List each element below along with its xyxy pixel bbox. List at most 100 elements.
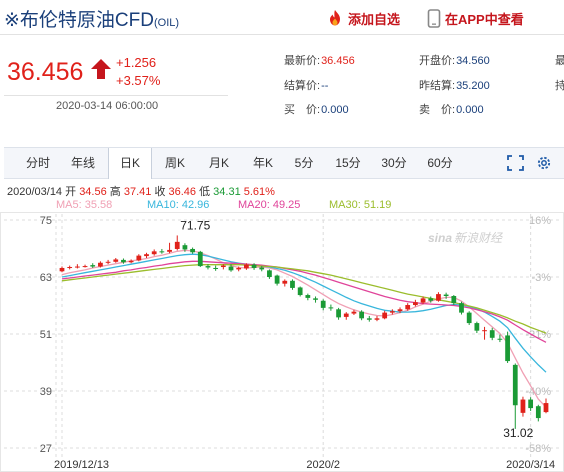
candle-body [459,303,464,313]
candle-body [474,323,480,331]
candle-body [282,280,288,284]
ma10-line [61,253,547,373]
instrument-code: (OIL) [153,17,180,29]
tab-daily-k[interactable]: 日K [108,148,152,179]
quote-cut-1: 最 [555,55,564,67]
candle-body [428,298,434,301]
quote-latest-label: 最新价: [284,55,321,67]
add-favorite-label: 添加自选 [348,11,401,27]
candle-body [466,312,472,324]
y-right-tick-label: 16% [529,215,551,227]
y-tick-label: 27 [40,443,52,455]
candle-body [167,249,172,252]
chart-frame [0,212,564,472]
y-right-tick-label: -40% [525,386,551,398]
candle-body [313,298,318,300]
candle-body [59,267,65,272]
tab-time-share[interactable]: 分时 [25,156,50,170]
candle-body [220,265,226,268]
candle-body [267,270,272,277]
candle-body [82,266,88,268]
quote-latest-value: 36.456 [321,55,355,67]
settings-icon[interactable] [536,155,552,171]
quote-bid: 买 价:0.000 [284,101,349,117]
x-tick-label: 2020/2 [306,459,340,471]
ma5-legend: MA5: 35.58 [56,199,113,211]
candle-body [451,296,457,304]
watermark: 新浪财经 [454,231,504,245]
candle-body [251,264,257,268]
quote-settle-value: -- [321,80,329,92]
quote-open: 开盘价:34.560 [419,52,490,68]
candle-body [482,330,487,332]
quote-prev-settle-label: 昨结算: [419,80,456,92]
instrument-name: ※布伦特原油CFD [4,10,154,31]
change-percent: +3.57% [116,73,161,88]
view-in-app-button[interactable]: 在APP中查看 [427,8,524,28]
candle-body [259,267,265,270]
candle-body [535,406,541,419]
candle-body [420,298,426,303]
candle-body [243,264,249,269]
min-price-label: 31.02 [503,426,533,440]
ma30-line [61,264,547,334]
ma5-line [61,249,547,408]
tab-60min[interactable]: 60分 [427,156,453,170]
quote-cut-2: 持 [555,80,564,92]
info-high-label: 高 [109,186,121,198]
kline-svg: 75 16%63 -3%51 -21%39 -40%27 -58%新浪财经sina71.7… [0,212,564,472]
view-in-app-label: 在APP中查看 [445,11,524,27]
kline-chart[interactable]: 75 16% 63 -3% 51 -21% 39 -40% 27 -58% 新浪财经 sina 71.7… [0,212,564,472]
candle-body [236,267,242,270]
candle-body [205,266,211,268]
quote-ask-value: 0.000 [456,104,484,116]
tab-year-line[interactable]: 年线 [70,156,95,170]
candle-body [144,254,149,257]
y-tick-label: 63 [40,272,52,284]
tab-yearly-k[interactable]: 年K [252,156,273,170]
candle-body [489,330,495,338]
candle-body [328,307,334,309]
tab-monthly-k[interactable]: 月K [208,156,229,170]
quote-bid-value: 0.000 [321,104,349,116]
candle-body [443,294,449,296]
quote-open-value: 34.560 [456,55,490,67]
candle-body [359,311,365,319]
quote-latest: 最新价:36.456 [284,52,355,68]
candle-body [105,261,111,263]
candle-body [90,265,96,267]
max-price-label: 71.75 [180,218,210,232]
tab-30min[interactable]: 30分 [381,156,407,170]
candle-body [343,313,349,317]
quote-prev-settle-value: 35.200 [456,80,490,92]
candle-body [197,251,203,267]
info-pct: 5.61% [243,186,275,198]
page-title: ※布伦特原油CFD(OIL) [4,5,179,32]
quote-open-label: 开盘价: [419,55,456,67]
candle-body [228,266,234,271]
candle-body [436,294,441,301]
candle-body [121,259,126,263]
tab-15min[interactable]: 15分 [335,156,361,170]
candle-body [366,318,372,320]
candle-body [128,260,134,263]
y-tick-label: 51 [40,329,52,341]
info-close-label: 收 [154,186,166,198]
arrow-up-icon [91,59,111,79]
info-open: 34.56 [79,186,107,198]
candle-body [98,262,103,267]
period-toolbar: 分时 年线 日K 周K 月K 年K 5分 15分 30分 60分 [4,147,564,179]
candle-body [74,266,80,268]
tab-5min[interactable]: 5分 [294,156,314,170]
x-tick-label: 2019/12/13 [54,459,109,471]
fullscreen-icon[interactable] [507,155,524,171]
ma20-line [61,260,547,343]
candle-body [351,311,357,314]
add-favorite-button[interactable]: 添加自选 [326,8,400,28]
candle-body [528,399,534,409]
watermark-logo: sina [428,231,452,245]
candle-body [297,287,303,296]
tab-weekly-k[interactable]: 周K [164,156,185,170]
info-low: 34.31 [213,186,241,198]
candle-body [512,364,518,406]
